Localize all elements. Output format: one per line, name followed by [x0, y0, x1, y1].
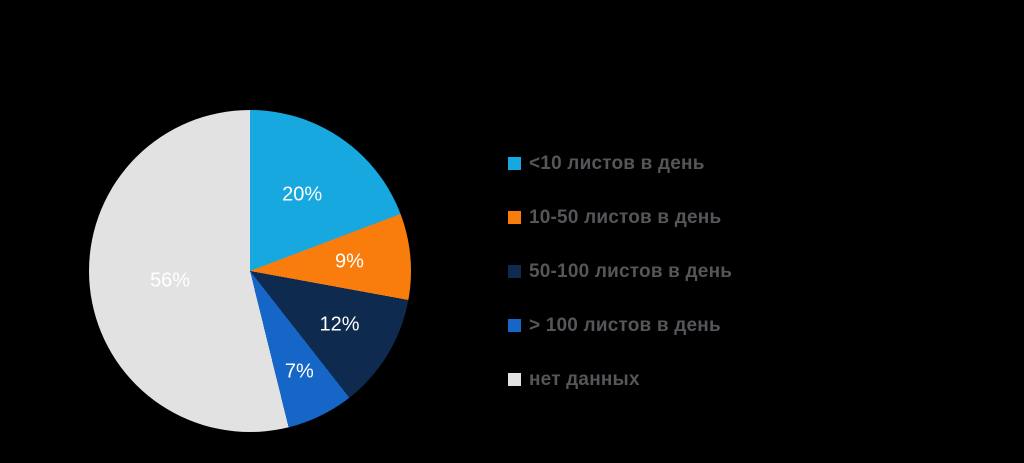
legend-swatch: [508, 373, 521, 386]
legend-item: нет данных: [508, 368, 732, 391]
legend-label: > 100 листов в день: [529, 314, 721, 336]
legend: <10 листов в день 10-50 листов в день 50…: [508, 152, 732, 391]
legend-swatch: [508, 157, 521, 170]
legend-swatch: [508, 319, 521, 332]
pie-chart: 20% 9% 12% 7% 56%: [89, 110, 411, 432]
legend-item: > 100 листов в день: [508, 314, 732, 337]
legend-label: 50-100 листов в день: [529, 260, 733, 282]
pie-slice-label: 12%: [319, 313, 360, 336]
legend-label: 10-50 листов в день: [529, 206, 722, 228]
legend-item: <10 листов в день: [508, 152, 732, 175]
legend-swatch: [508, 211, 521, 224]
legend-label: нет данных: [529, 368, 640, 390]
legend-label: <10 листов в день: [529, 152, 705, 174]
pie-slice-label: 56%: [150, 269, 191, 292]
legend-item: 50-100 листов в день: [508, 260, 732, 283]
legend-item: 10-50 листов в день: [508, 206, 732, 229]
pie-slice-label: 20%: [282, 183, 323, 206]
pie-slice-label: 7%: [284, 360, 314, 383]
pie-slice-label: 9%: [334, 250, 364, 273]
legend-swatch: [508, 265, 521, 278]
